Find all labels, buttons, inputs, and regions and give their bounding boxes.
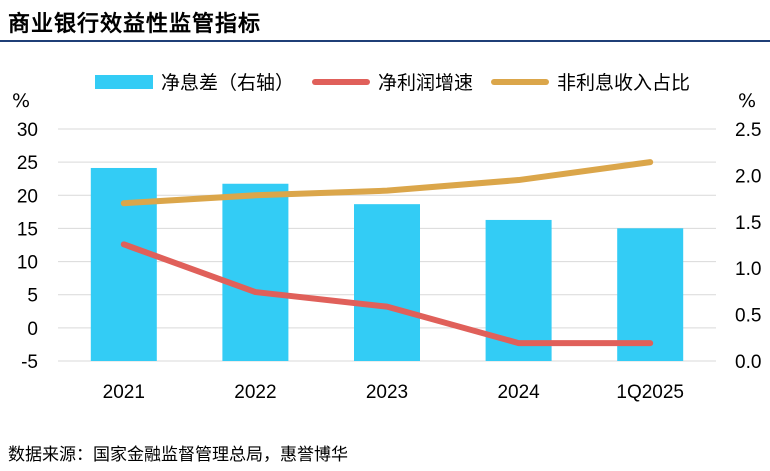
legend-label-profit-growth: 净利润增速 (378, 72, 474, 94)
line-profit-growth-point (516, 340, 522, 346)
x-tick-label: 2024 (497, 382, 540, 403)
chart-title: 商业银行效益性监管指标 (8, 12, 262, 37)
line-profit-growth-point (384, 304, 390, 310)
line-non-interest-income-point (384, 188, 390, 194)
line-non-interest-income-point (252, 192, 258, 198)
line-non-interest-income-point (516, 177, 522, 183)
bar-net-interest-margin (617, 228, 684, 361)
line-non-interest-income-point (121, 200, 127, 206)
right-tick-label: 0.5 (735, 306, 761, 327)
legend: 净息差（右轴） 净利润增速 非利息收入占比 (95, 68, 708, 95)
left-tick-label: -5 (21, 352, 38, 373)
left-axis-unit: % (12, 90, 31, 112)
bar-net-interest-margin (354, 204, 420, 361)
x-tick-label: 2022 (234, 382, 276, 403)
legend-label-non-interest-income: 非利息收入占比 (557, 72, 691, 94)
line-profit-growth-point (647, 340, 653, 346)
legend-swatch-profit-line (312, 78, 371, 85)
right-tick-label: 1.5 (735, 213, 761, 234)
legend-label-net-interest-margin: 净息差（右轴） (161, 72, 295, 94)
legend-swatch-nonint-line (491, 78, 550, 85)
bar-net-interest-margin (485, 219, 552, 361)
left-tick-label: 0 (27, 319, 38, 340)
bar-net-interest-margin (222, 183, 289, 361)
line-non-interest-income (120, 159, 654, 207)
right-axis-unit: % (738, 90, 757, 112)
title-divider (0, 40, 770, 42)
legend-item-net-interest-margin: 净息差（右轴） (95, 68, 294, 95)
legend-item-profit-growth: 净利润增速 (312, 68, 473, 95)
left-tick-label: 15 (17, 219, 38, 240)
line-profit-growth-point (121, 241, 127, 247)
legend-item-non-interest-income: 非利息收入占比 (491, 68, 690, 95)
x-tick-label: 2023 (366, 382, 408, 403)
right-tick-label: 1.0 (735, 259, 761, 280)
left-tick-label: 10 (17, 253, 38, 274)
right-tick-label: 0.0 (735, 352, 761, 373)
legend-swatch-bar (95, 74, 153, 89)
right-tick-label: 2.0 (735, 166, 761, 187)
left-tick-label: 5 (27, 286, 38, 307)
left-tick-label: 30 (17, 120, 38, 141)
left-tick-label: 20 (17, 186, 38, 207)
x-tick-label: 2021 (103, 382, 145, 403)
bar-net-interest-margin (90, 167, 157, 361)
line-profit-growth-point (252, 289, 258, 295)
right-tick-label: 2.5 (735, 120, 761, 141)
source-note: 数据来源：国家金融监督管理总局，惠誉博华 (8, 445, 348, 465)
left-tick-label: 25 (17, 153, 38, 174)
x-tick-label: 1Q2025 (616, 382, 684, 403)
line-non-interest-income-point (647, 159, 653, 165)
